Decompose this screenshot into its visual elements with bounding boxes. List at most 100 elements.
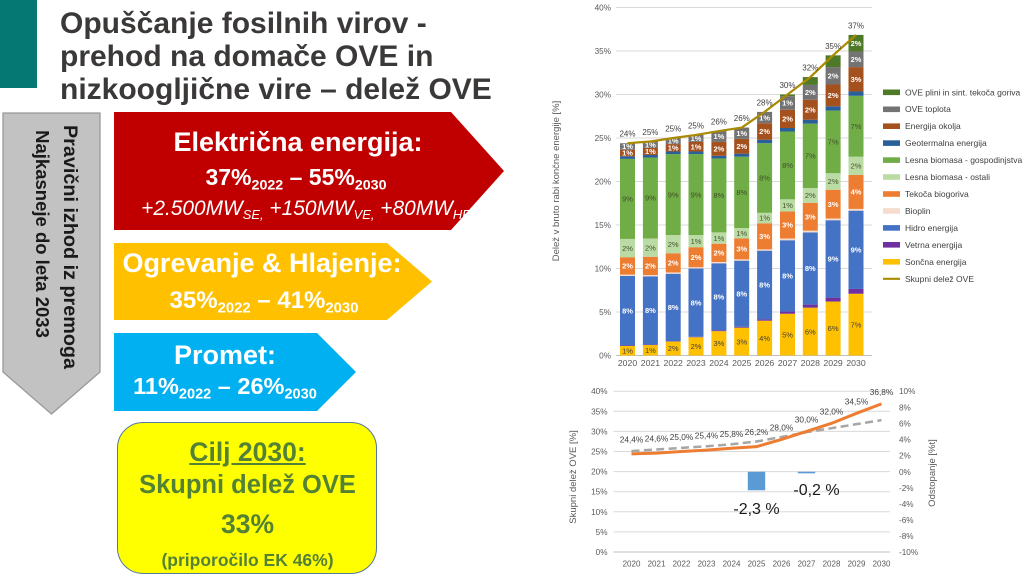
svg-text:2%: 2% <box>805 191 816 200</box>
svg-text:7%: 7% <box>805 152 816 161</box>
svg-text:20%: 20% <box>595 178 611 187</box>
svg-text:3%: 3% <box>736 245 747 254</box>
svg-text:2027: 2027 <box>798 560 816 569</box>
svg-text:7%: 7% <box>851 320 862 329</box>
svg-text:2%: 2% <box>691 342 702 351</box>
svg-text:8%: 8% <box>736 188 747 197</box>
svg-text:9%: 9% <box>851 246 862 255</box>
svg-text:1%: 1% <box>691 237 702 246</box>
svg-text:30,0%: 30,0% <box>795 414 819 424</box>
svg-text:32,0%: 32,0% <box>820 406 844 416</box>
svg-text:1%: 1% <box>691 134 702 143</box>
svg-text:OVE plini in sint. tekoča gori: OVE plini in sint. tekoča goriva <box>905 87 1021 97</box>
svg-text:Odstopanje [%t]: Odstopanje [%t] <box>927 439 938 507</box>
svg-text:30%: 30% <box>591 427 607 436</box>
svg-text:2%: 2% <box>805 88 816 97</box>
svg-text:2025: 2025 <box>748 560 766 569</box>
svg-text:1%: 1% <box>759 113 770 122</box>
svg-text:2%: 2% <box>668 259 679 268</box>
svg-text:8%: 8% <box>668 303 679 312</box>
svg-text:-2,3 %: -2,3 % <box>733 501 779 518</box>
svg-text:Lesna biomasa - ostali: Lesna biomasa - ostali <box>905 172 990 182</box>
svg-text:2023: 2023 <box>686 358 705 368</box>
svg-text:8%: 8% <box>645 306 656 315</box>
svg-text:6%: 6% <box>828 324 839 333</box>
svg-text:2%: 2% <box>899 452 911 461</box>
svg-text:4%: 4% <box>851 188 862 197</box>
svg-text:Skupni delež OVE [%]: Skupni delež OVE [%] <box>568 430 579 523</box>
svg-text:2%: 2% <box>645 243 656 252</box>
svg-text:25%: 25% <box>591 448 607 457</box>
svg-text:28%: 28% <box>757 98 773 107</box>
svg-text:2030: 2030 <box>846 358 865 368</box>
svg-text:2%: 2% <box>713 145 724 154</box>
svg-text:10%: 10% <box>591 508 607 517</box>
svg-text:Tekoča biogoriva: Tekoča biogoriva <box>905 189 969 199</box>
svg-text:-10%: -10% <box>899 548 918 557</box>
svg-text:2029: 2029 <box>823 358 842 368</box>
svg-text:9%: 9% <box>668 190 679 199</box>
svg-text:24,6%: 24,6% <box>645 434 669 444</box>
svg-text:2%: 2% <box>759 127 770 136</box>
svg-text:2%: 2% <box>622 262 633 271</box>
svg-text:2022: 2022 <box>664 358 683 368</box>
svg-text:40%: 40% <box>595 4 611 13</box>
svg-text:1%: 1% <box>759 214 770 223</box>
svg-text:0%: 0% <box>599 352 611 361</box>
svg-text:25,8%: 25,8% <box>720 429 744 439</box>
svg-text:0%: 0% <box>899 468 911 477</box>
svg-text:-4%: -4% <box>899 500 914 509</box>
svg-text:9%: 9% <box>645 194 656 203</box>
svg-text:-8%: -8% <box>899 532 914 541</box>
svg-text:Vetrna energija: Vetrna energija <box>905 240 962 250</box>
svg-text:2024: 2024 <box>723 560 741 569</box>
svg-text:2020: 2020 <box>623 560 641 569</box>
svg-text:3%: 3% <box>736 337 747 346</box>
svg-text:20%: 20% <box>591 468 607 477</box>
svg-text:2%: 2% <box>851 55 862 64</box>
svg-text:2027: 2027 <box>778 358 797 368</box>
svg-text:30%: 30% <box>779 81 795 90</box>
svg-text:2%: 2% <box>805 105 816 114</box>
svg-text:1%: 1% <box>668 143 679 152</box>
svg-text:35%: 35% <box>825 42 841 51</box>
svg-text:2%: 2% <box>851 162 862 171</box>
svg-text:5%: 5% <box>599 308 611 317</box>
svg-text:8%: 8% <box>736 289 747 298</box>
svg-text:37%: 37% <box>848 21 864 30</box>
svg-text:6%: 6% <box>805 327 816 336</box>
svg-text:-2%: -2% <box>899 484 914 493</box>
svg-text:8%: 8% <box>713 191 724 200</box>
svg-text:2030: 2030 <box>873 560 891 569</box>
svg-text:1%: 1% <box>622 346 633 355</box>
svg-text:2023: 2023 <box>698 560 716 569</box>
svg-text:1%: 1% <box>736 229 747 238</box>
svg-text:3%: 3% <box>713 339 724 348</box>
svg-text:8%: 8% <box>805 264 816 273</box>
svg-text:1%: 1% <box>736 129 747 138</box>
svg-text:28,0%: 28,0% <box>770 422 794 432</box>
svg-text:8%: 8% <box>622 306 633 315</box>
svg-text:1%: 1% <box>782 99 793 108</box>
svg-text:1%: 1% <box>645 140 656 149</box>
svg-text:2%: 2% <box>713 249 724 258</box>
svg-text:25,0%: 25,0% <box>670 432 694 442</box>
svg-text:15%: 15% <box>595 221 611 230</box>
svg-text:35%: 35% <box>591 407 607 416</box>
svg-text:2028: 2028 <box>823 560 841 569</box>
svg-text:2020: 2020 <box>618 358 637 368</box>
svg-text:7%: 7% <box>851 122 862 131</box>
svg-text:3%: 3% <box>759 232 770 241</box>
svg-text:3%: 3% <box>782 221 793 230</box>
svg-text:9%: 9% <box>691 190 702 199</box>
svg-text:1%: 1% <box>645 346 656 355</box>
svg-text:1%: 1% <box>622 142 633 151</box>
svg-text:1%: 1% <box>713 234 724 243</box>
svg-text:2%: 2% <box>782 115 793 124</box>
svg-text:OVE toplota: OVE toplota <box>905 104 951 114</box>
svg-text:2%: 2% <box>691 253 702 262</box>
svg-text:24,4%: 24,4% <box>620 434 644 444</box>
svg-text:10%: 10% <box>899 387 915 396</box>
svg-text:Geotermalna energija: Geotermalna energija <box>905 138 987 148</box>
svg-text:1%: 1% <box>622 149 633 158</box>
